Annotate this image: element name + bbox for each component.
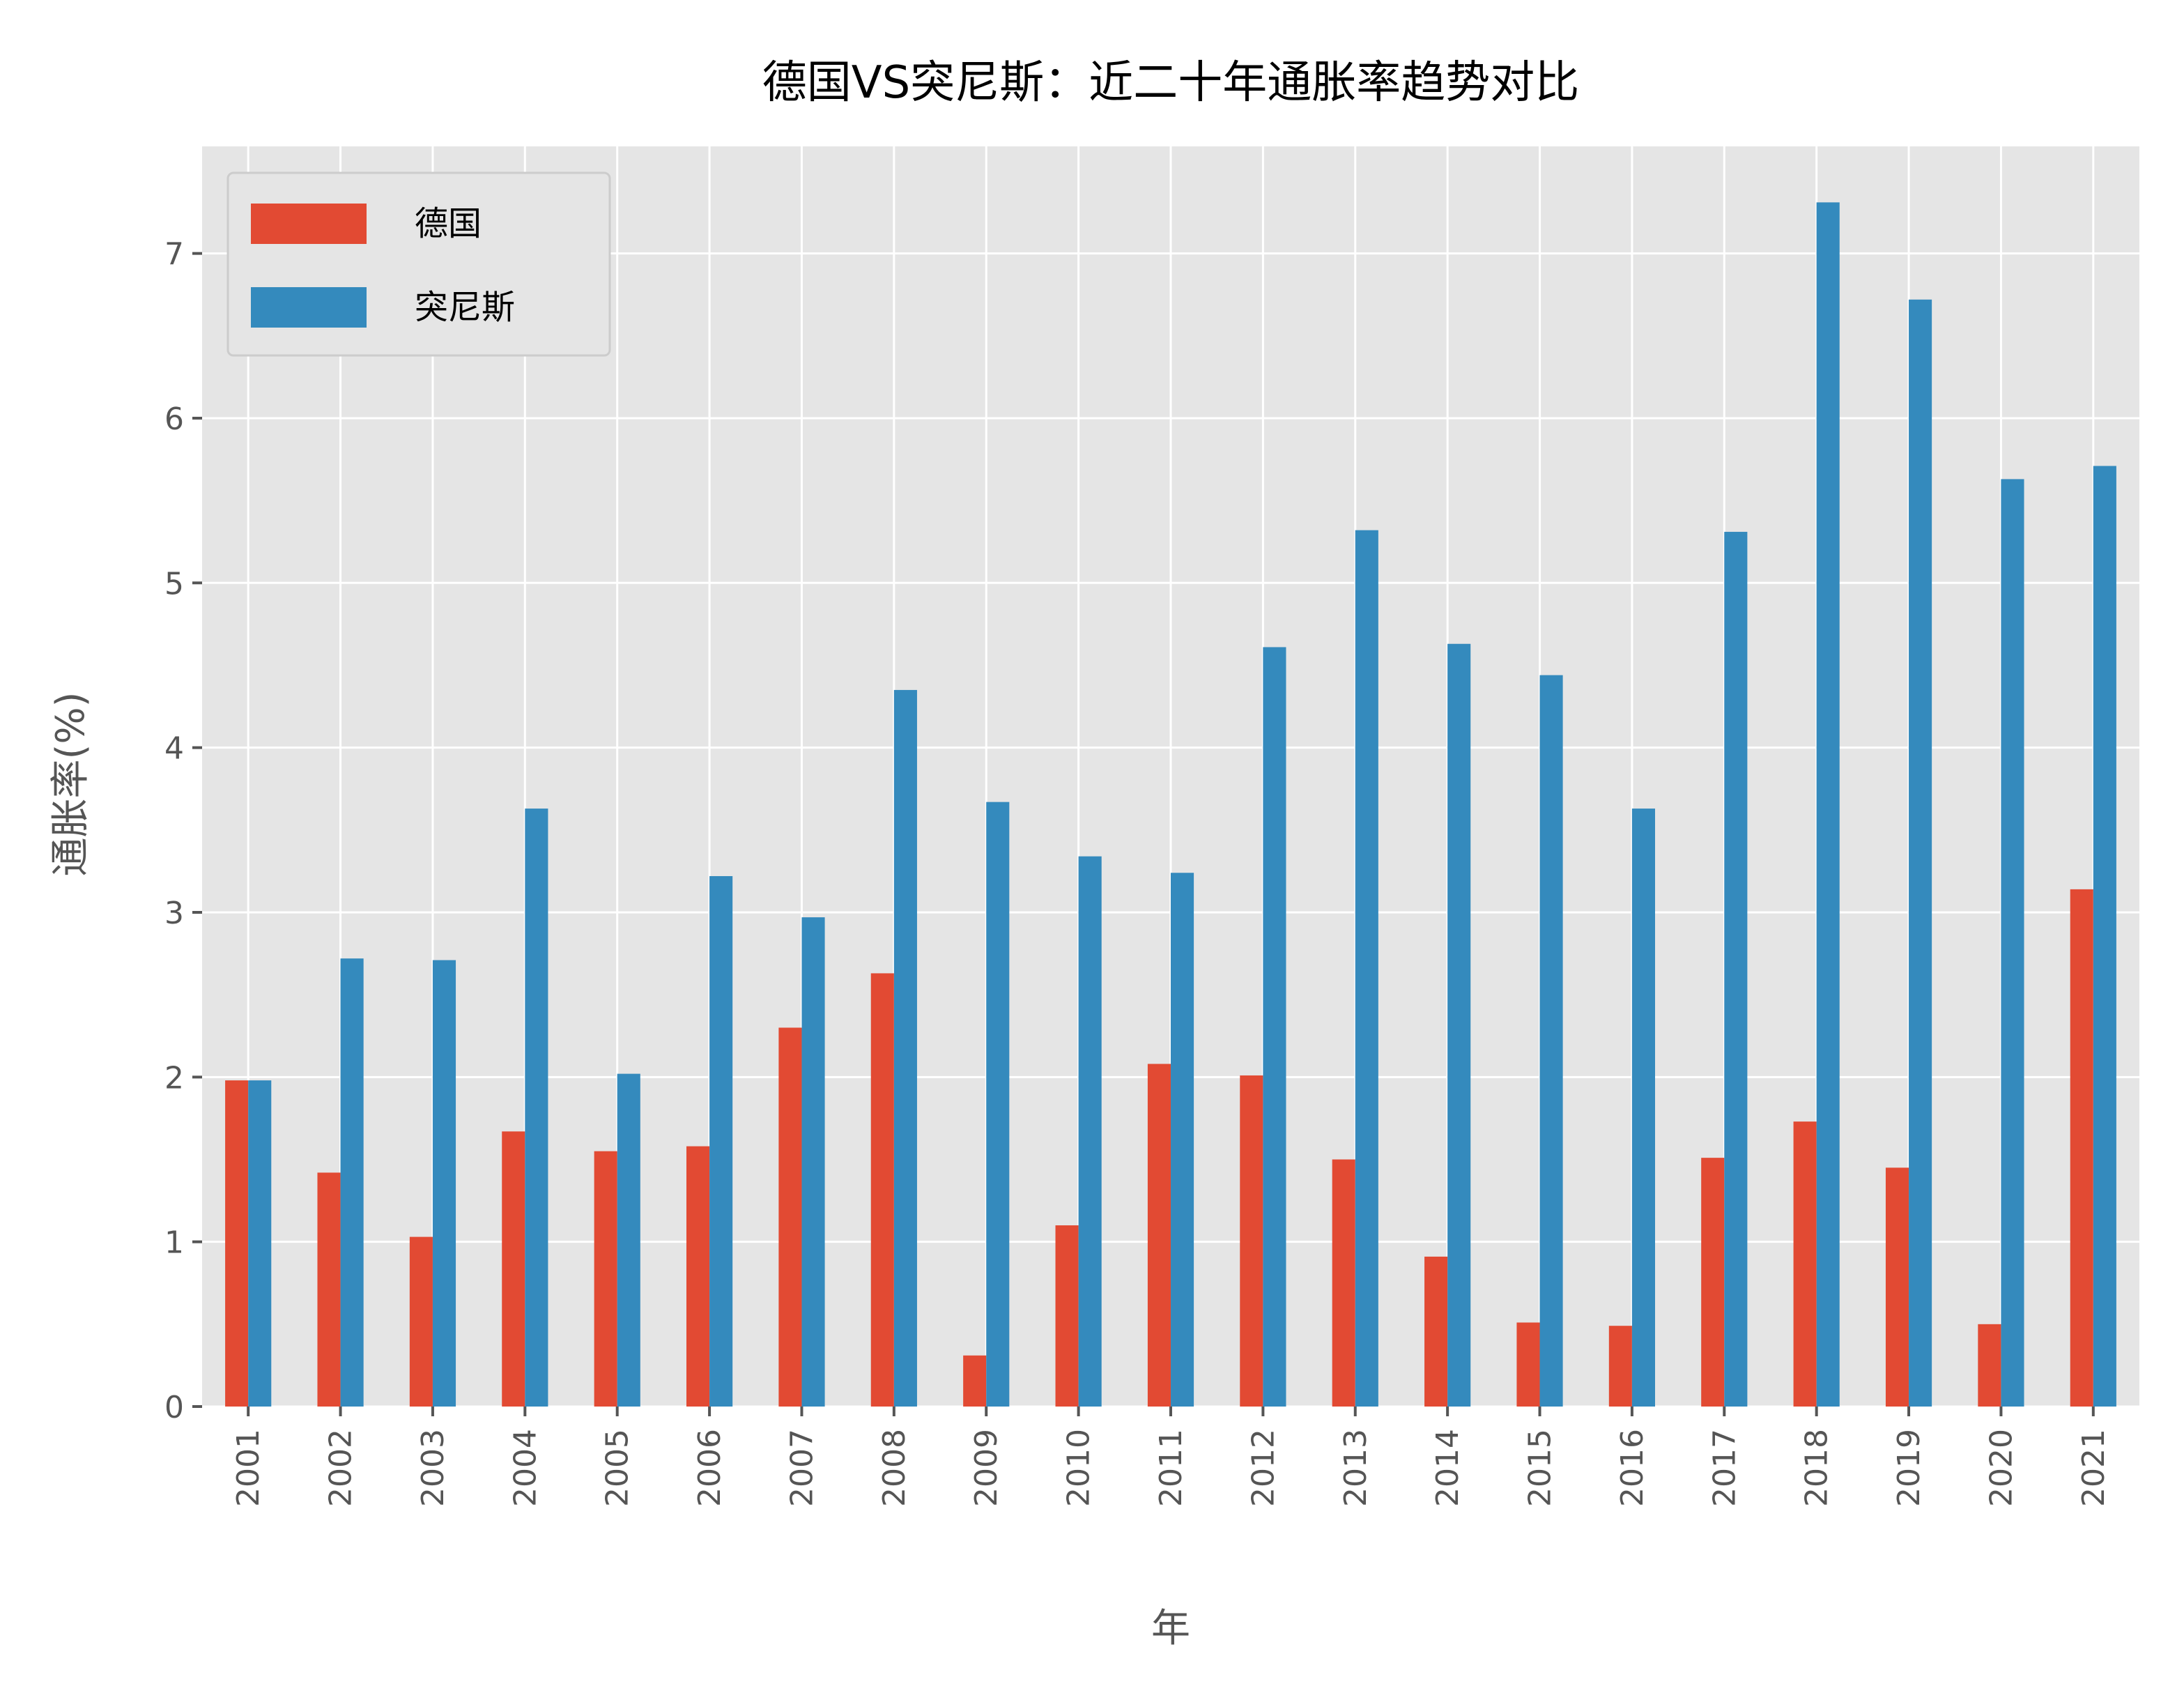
x-tick-label: 2009 — [969, 1429, 1004, 1507]
bar-tunisia-2005 — [617, 1073, 640, 1407]
x-tick-label: 2020 — [1983, 1429, 2019, 1507]
bar-tunisia-2002 — [340, 958, 364, 1407]
x-tick-label: 2017 — [1707, 1429, 1742, 1507]
bar-tunisia-2001 — [248, 1080, 272, 1407]
bar-tunisia-2008 — [893, 689, 917, 1407]
legend-swatch-tunisia — [251, 287, 367, 328]
x-tick-label: 2012 — [1245, 1429, 1281, 1507]
x-tick-label: 2008 — [877, 1429, 912, 1507]
y-tick-label: 2 — [164, 1060, 184, 1096]
y-tick-label: 3 — [164, 896, 184, 931]
legend-label-germany: 德国 — [415, 204, 482, 243]
x-tick-label: 2016 — [1615, 1429, 1650, 1507]
x-tick-label: 2011 — [1153, 1429, 1189, 1507]
bar-germany-2005 — [594, 1151, 617, 1407]
y-axis-title: 通胀率(%) — [48, 692, 93, 877]
bar-germany-2011 — [1147, 1064, 1171, 1407]
bar-germany-2002 — [317, 1172, 341, 1407]
chart-title: 德国VS突尼斯：近二十年通胀率趋势对比 — [762, 57, 1579, 109]
y-tick-label: 1 — [164, 1225, 184, 1261]
bar-germany-2014 — [1424, 1256, 1448, 1407]
axes: 0 1 2 3 4 5 6 7 2001 2002 2003 2004 2005 2006 2007 2008… — [164, 237, 2112, 1507]
bar-tunisia-2010 — [1078, 856, 1102, 1407]
bar-germany-2021 — [2070, 889, 2093, 1407]
bar-tunisia-2018 — [1816, 202, 1840, 1407]
bar-tunisia-2020 — [2001, 479, 2024, 1407]
x-tick-label: 2019 — [1891, 1429, 1927, 1507]
bar-tunisia-2007 — [801, 917, 825, 1407]
bar-germany-2017 — [1701, 1158, 1725, 1407]
legend-box — [226, 171, 611, 357]
bar-tunisia-2011 — [1171, 873, 1194, 1407]
x-tick-label: 2001 — [231, 1429, 266, 1507]
x-tick-label: 2005 — [600, 1429, 636, 1507]
y-tick-label: 6 — [164, 401, 184, 437]
x-tick-label: 2014 — [1430, 1429, 1466, 1507]
bar-germany-2008 — [870, 973, 894, 1407]
bar-germany-2003 — [409, 1236, 433, 1407]
y-tick-label: 5 — [164, 566, 184, 602]
legend-label-tunisia: 突尼斯 — [415, 288, 515, 327]
x-tick-label: 2015 — [1523, 1429, 1558, 1507]
x-tick-label: 2004 — [507, 1429, 543, 1507]
bar-tunisia-2009 — [986, 802, 1010, 1407]
x-axis-title: 年 — [1151, 1606, 1190, 1651]
bar-tunisia-2003 — [432, 960, 456, 1407]
bar-germany-2004 — [502, 1131, 525, 1407]
bar-germany-2009 — [963, 1355, 987, 1407]
bar-tunisia-2019 — [1909, 299, 1932, 1407]
bar-tunisia-2012 — [1263, 647, 1286, 1407]
x-tick-label: 2018 — [1799, 1429, 1835, 1507]
x-tick-label: 2007 — [784, 1429, 820, 1507]
bar-germany-2019 — [1885, 1167, 1909, 1407]
bar-germany-2020 — [1978, 1324, 2001, 1407]
y-tick-label: 7 — [164, 237, 184, 273]
bar-tunisia-2021 — [2093, 466, 2116, 1407]
bar-germany-2010 — [1055, 1225, 1079, 1407]
x-tick-label: 2003 — [415, 1429, 451, 1507]
bar-germany-2018 — [1793, 1121, 1817, 1407]
bar-germany-2013 — [1332, 1159, 1355, 1407]
bar-tunisia-2014 — [1447, 643, 1471, 1407]
x-tick-label: 2010 — [1061, 1429, 1097, 1507]
x-tick-label: 2002 — [323, 1429, 359, 1507]
y-tick-label: 0 — [164, 1390, 184, 1425]
bar-germany-2012 — [1240, 1075, 1263, 1407]
bar-tunisia-2013 — [1355, 530, 1378, 1407]
bar-tunisia-2006 — [709, 875, 733, 1407]
bar-tunisia-2015 — [1539, 675, 1563, 1407]
bar-tunisia-2004 — [525, 809, 548, 1407]
bar-tunisia-2017 — [1724, 532, 1748, 1407]
x-tick-label: 2006 — [692, 1429, 728, 1507]
bars — [225, 202, 2116, 1407]
legend: 德国 突尼斯 — [226, 171, 611, 357]
bar-germany-2016 — [1608, 1326, 1632, 1407]
bar-germany-2001 — [225, 1080, 249, 1407]
bar-germany-2007 — [778, 1027, 802, 1407]
y-tick-label: 4 — [164, 731, 184, 767]
legend-swatch-germany — [251, 204, 367, 244]
bar-tunisia-2016 — [1631, 809, 1655, 1407]
x-tick-label: 2021 — [2076, 1429, 2112, 1507]
bar-germany-2015 — [1516, 1322, 1540, 1407]
bar-germany-2006 — [686, 1146, 710, 1407]
x-tick-label: 2013 — [1338, 1429, 1374, 1507]
